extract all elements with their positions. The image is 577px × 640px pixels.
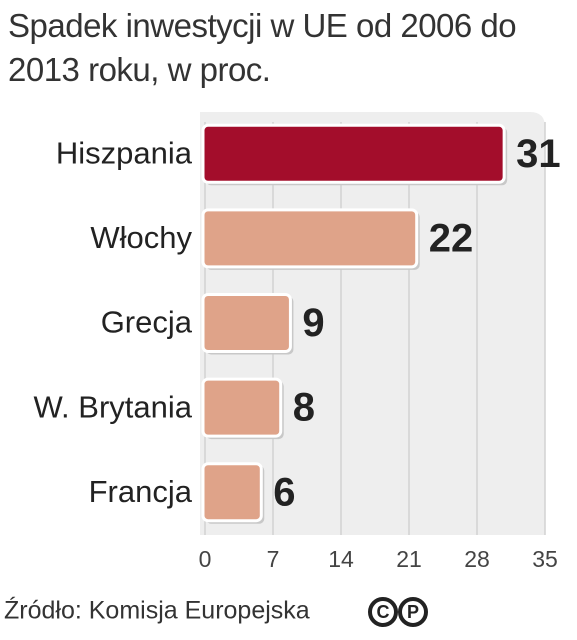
x-tick-label: 28 <box>464 546 490 572</box>
chart-title: Spadek inwestycji w UE od 2006 do 2013 r… <box>8 7 517 88</box>
y-tick-label: Hiszpania <box>56 135 193 170</box>
y-tick-label: Grecja <box>101 305 193 340</box>
x-tick-label: 0 <box>199 546 212 572</box>
value-label: 9 <box>302 301 324 345</box>
value-label: 22 <box>429 216 474 260</box>
x-tick-label: 14 <box>328 546 354 572</box>
y-tick-label: Francja <box>89 474 193 509</box>
bar <box>201 123 506 184</box>
x-tick-label: 7 <box>267 546 280 572</box>
value-label: 31 <box>516 132 561 176</box>
bar <box>201 293 292 353</box>
bar <box>201 462 263 523</box>
badge-circle <box>368 597 398 627</box>
x-tick-label: 21 <box>396 546 422 572</box>
value-label: 6 <box>273 470 295 514</box>
source: Źródło: Komisja Europejska <box>4 596 310 625</box>
badge-circle <box>398 597 428 627</box>
badge-letter: C <box>377 602 390 622</box>
x-tick-label: 35 <box>532 546 558 572</box>
value-label: 8 <box>293 386 315 430</box>
bar <box>201 208 419 269</box>
y-tick-label: Włochy <box>90 220 192 255</box>
badge-letter: P <box>407 602 419 622</box>
y-tick-label: W. Brytania <box>34 389 193 424</box>
bar <box>201 377 283 438</box>
